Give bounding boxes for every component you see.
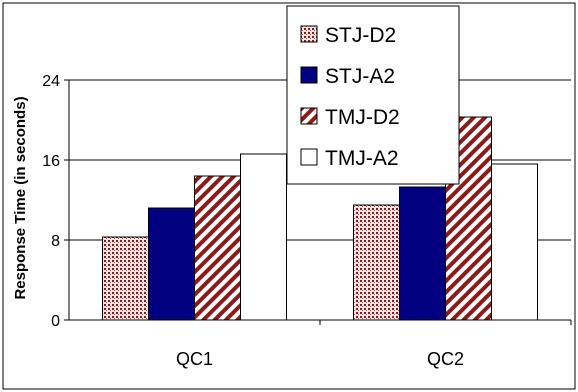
legend-swatch <box>300 25 318 43</box>
x-category-label: QC2 <box>427 349 464 369</box>
legend-swatch <box>300 66 318 84</box>
legend-label: STJ-D2 <box>325 24 396 47</box>
bar-stj-a2-qc1 <box>148 207 195 321</box>
y-tick-label: 24 <box>42 73 60 90</box>
axes <box>68 80 572 325</box>
x-category-label: QC1 <box>176 349 213 369</box>
bar-tmj-a2-qc1 <box>240 153 287 321</box>
bar-tmj-d2-qc1 <box>194 175 241 321</box>
bar-stj-d2-qc2 <box>353 204 400 321</box>
bars <box>102 116 538 321</box>
y-tick-label: 0 <box>51 313 60 330</box>
legend-label: STJ-A2 <box>325 65 395 88</box>
y-tick-label: 16 <box>42 153 60 170</box>
y-axis-title: Response Time (in seconds) <box>12 96 29 299</box>
legend-swatch <box>300 107 318 125</box>
y-tick-labels: 0 8 16 24 <box>42 73 60 330</box>
legend-swatch <box>300 148 318 166</box>
legend-label: TMJ-D2 <box>325 106 400 129</box>
bar-stj-a2-qc2 <box>399 186 446 321</box>
x-category-labels: QC1 QC2 <box>176 349 464 369</box>
y-tick-label: 8 <box>51 233 60 250</box>
bar-stj-d2-qc1 <box>102 236 149 321</box>
legend-label: TMJ-A2 <box>325 147 399 170</box>
legend: STJ-D2 STJ-A2 TMJ-D2 TMJ-A2 <box>286 5 460 185</box>
bar-tmj-a2-qc2 <box>491 163 538 321</box>
